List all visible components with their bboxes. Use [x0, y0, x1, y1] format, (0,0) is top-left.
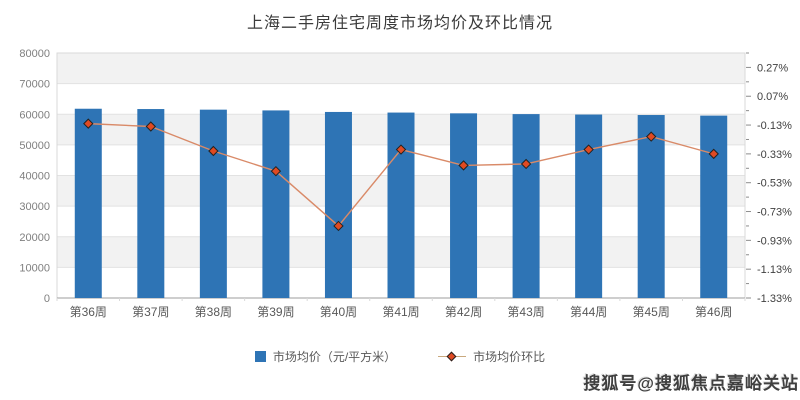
price-bar	[512, 114, 540, 298]
right-axis-label: 0.27%	[757, 62, 788, 74]
price-bar	[74, 108, 102, 298]
right-axis-label: -0.13%	[757, 120, 792, 132]
pct-marker	[708, 148, 719, 160]
pct-marker	[645, 131, 657, 142]
x-axis-label: 第45周	[633, 305, 670, 319]
left-axis-label: 0	[44, 293, 50, 305]
left-axis-label: 30000	[19, 201, 50, 213]
price-bar	[700, 115, 728, 298]
pct-marker	[83, 118, 94, 129]
price-trend-combo-chart: 0 10000 20000 30000 40000 50000 60000 70000 8000…	[19, 48, 792, 319]
left-axis-label: 40000	[19, 171, 50, 183]
left-axis-label: 20000	[19, 232, 50, 244]
price-bar	[387, 112, 415, 298]
plot-band	[57, 53, 745, 84]
legend-price-label: 市场均价（元/平方米）	[272, 350, 397, 364]
price-bar	[324, 111, 352, 298]
price-bar	[450, 113, 478, 298]
x-axis-label: 第43周	[507, 305, 544, 319]
x-axis-label: 第37周	[132, 305, 169, 319]
legend-pct-label: 市场均价环比	[473, 350, 546, 364]
pct-marker	[458, 160, 469, 171]
x-axis-label: 第39周	[257, 305, 294, 319]
pct-marker	[208, 145, 219, 157]
pct-marker	[145, 121, 157, 132]
chart-legend: 市场均价（元/平方米） 市场均价环比	[0, 348, 800, 365]
bar-swatch-icon	[254, 351, 266, 362]
pct-marker	[270, 165, 282, 177]
left-axis-label: 10000	[19, 262, 50, 274]
legend-item-price: 市场均价（元/平方米）	[254, 348, 397, 365]
watermark: 搜狐号@搜狐焦点嘉峪关站	[583, 374, 799, 393]
right-axis-label: -0.53%	[757, 178, 792, 190]
price-bar	[199, 109, 227, 298]
price-bar	[262, 110, 290, 298]
plot-band	[57, 83, 745, 115]
price-bar	[637, 115, 665, 298]
pct-marker	[395, 144, 407, 155]
price-bar	[575, 114, 603, 299]
pct-marker	[333, 220, 344, 232]
right-axis-label: -1.33%	[757, 293, 792, 305]
right-axis-label: 0.07%	[757, 91, 788, 103]
pct-marker	[520, 158, 532, 170]
line-swatch-icon	[438, 351, 467, 362]
x-axis-label: 第40周	[320, 305, 357, 319]
left-axis-label: 80000	[19, 48, 50, 60]
chart-title: 上海二手房住宅周度市场均价及环比情况	[246, 15, 553, 32]
x-axis-label: 第41周	[382, 305, 419, 319]
right-axis-label: -0.93%	[757, 235, 792, 247]
left-axis-label: 60000	[19, 109, 50, 121]
pct-marker	[583, 144, 594, 155]
x-axis-label: 第42周	[445, 305, 482, 319]
price-bar	[137, 109, 165, 298]
diamond-marker-icon	[446, 351, 457, 362]
right-axis-label: -0.33%	[757, 149, 792, 161]
left-axis-label: 50000	[19, 140, 50, 152]
left-axis-label: 70000	[19, 79, 50, 91]
right-axis-label: -1.13%	[757, 264, 792, 276]
x-axis-label: 第38周	[195, 305, 232, 319]
legend-item-pct: 市场均价环比	[438, 348, 545, 365]
x-axis-label: 第44周	[570, 305, 607, 319]
x-axis-label: 第36周	[70, 305, 107, 319]
x-axis-label: 第46周	[695, 305, 732, 319]
right-axis-label: -0.73%	[757, 207, 792, 219]
